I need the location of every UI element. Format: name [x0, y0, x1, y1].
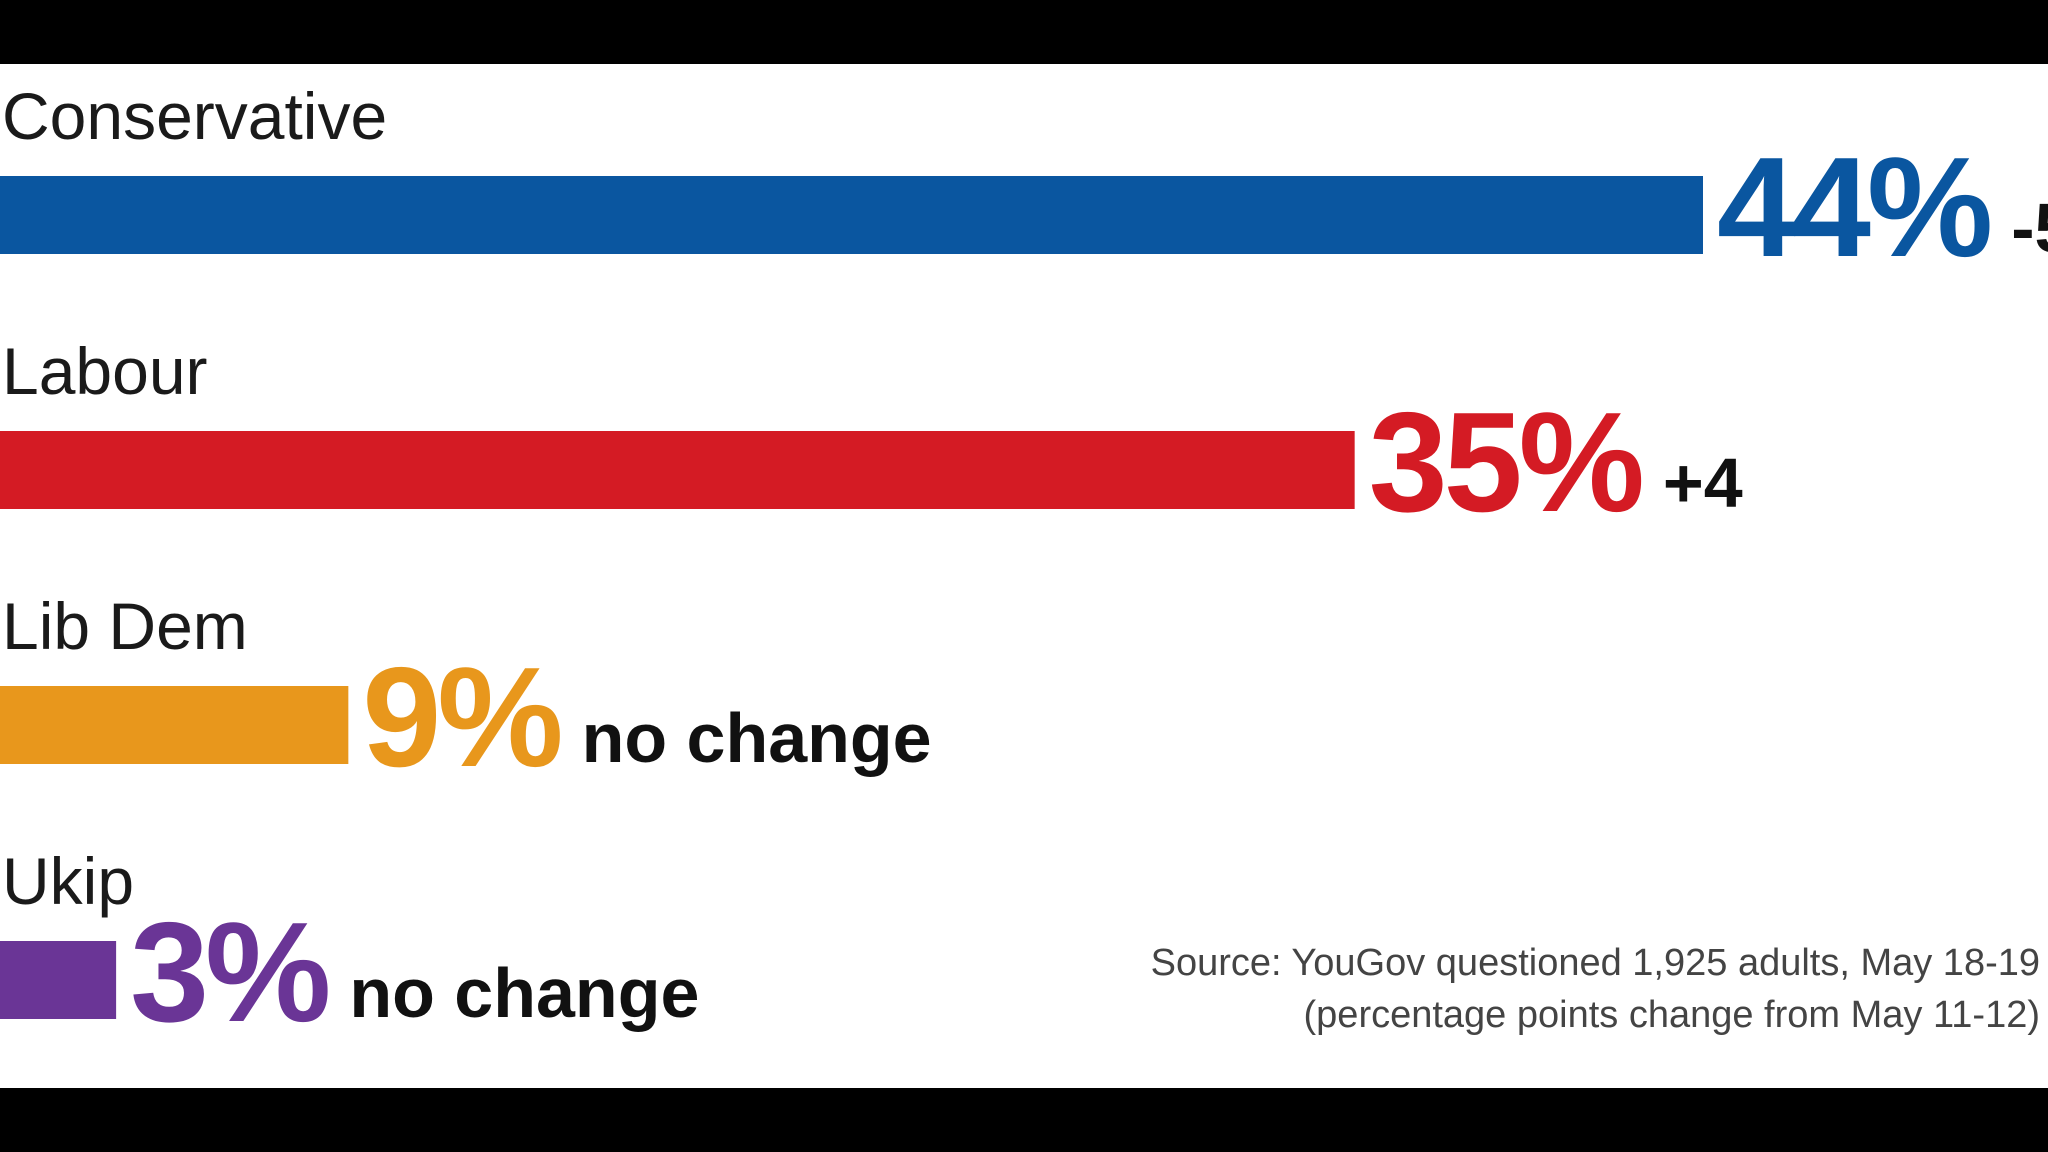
category-label-ukip: Ukip [2, 844, 134, 918]
source-line-2: (percentage points change from May 11-12… [1304, 994, 2040, 1036]
bar-labour [0, 431, 1355, 509]
bar-row-conservative: Conservative 44% -5 [0, 79, 2048, 287]
change-label-conservative: -5 [2011, 189, 2048, 267]
chart-panel: Conservative 44% -5 Labour 35% +4 Lib Dem 9% no … [0, 64, 2048, 1088]
bar-row-labour: Labour 35% +4 [0, 334, 1743, 542]
value-label-labour: 35% [1369, 383, 1642, 542]
change-label-ukip: no change [349, 954, 699, 1032]
change-label-labour: +4 [1663, 444, 1743, 522]
value-label-ukip: 3% [130, 893, 328, 1052]
source-note: Source: YouGov questioned 1,925 adults, … [1151, 942, 2040, 1036]
bar-row-lib-dem: Lib Dem 9% no change [0, 589, 932, 797]
category-label-labour: Labour [2, 334, 208, 408]
bar-ukip [0, 941, 117, 1019]
bar-conservative [0, 176, 1703, 254]
source-line-1: Source: YouGov questioned 1,925 adults, … [1151, 942, 2040, 984]
value-label-lib-dem: 9% [362, 638, 560, 797]
bars-layer: Conservative 44% -5 Labour 35% +4 Lib Dem 9% no … [0, 79, 2048, 1052]
change-label-lib-dem: no change [582, 699, 932, 777]
poll-bar-chart: Conservative 44% -5 Labour 35% +4 Lib Dem 9% no … [0, 79, 2048, 1052]
category-label-conservative: Conservative [2, 79, 387, 153]
bar-lib-dem [0, 686, 349, 764]
value-label-conservative: 44% [1717, 128, 1990, 287]
category-label-lib-dem: Lib Dem [2, 589, 248, 663]
